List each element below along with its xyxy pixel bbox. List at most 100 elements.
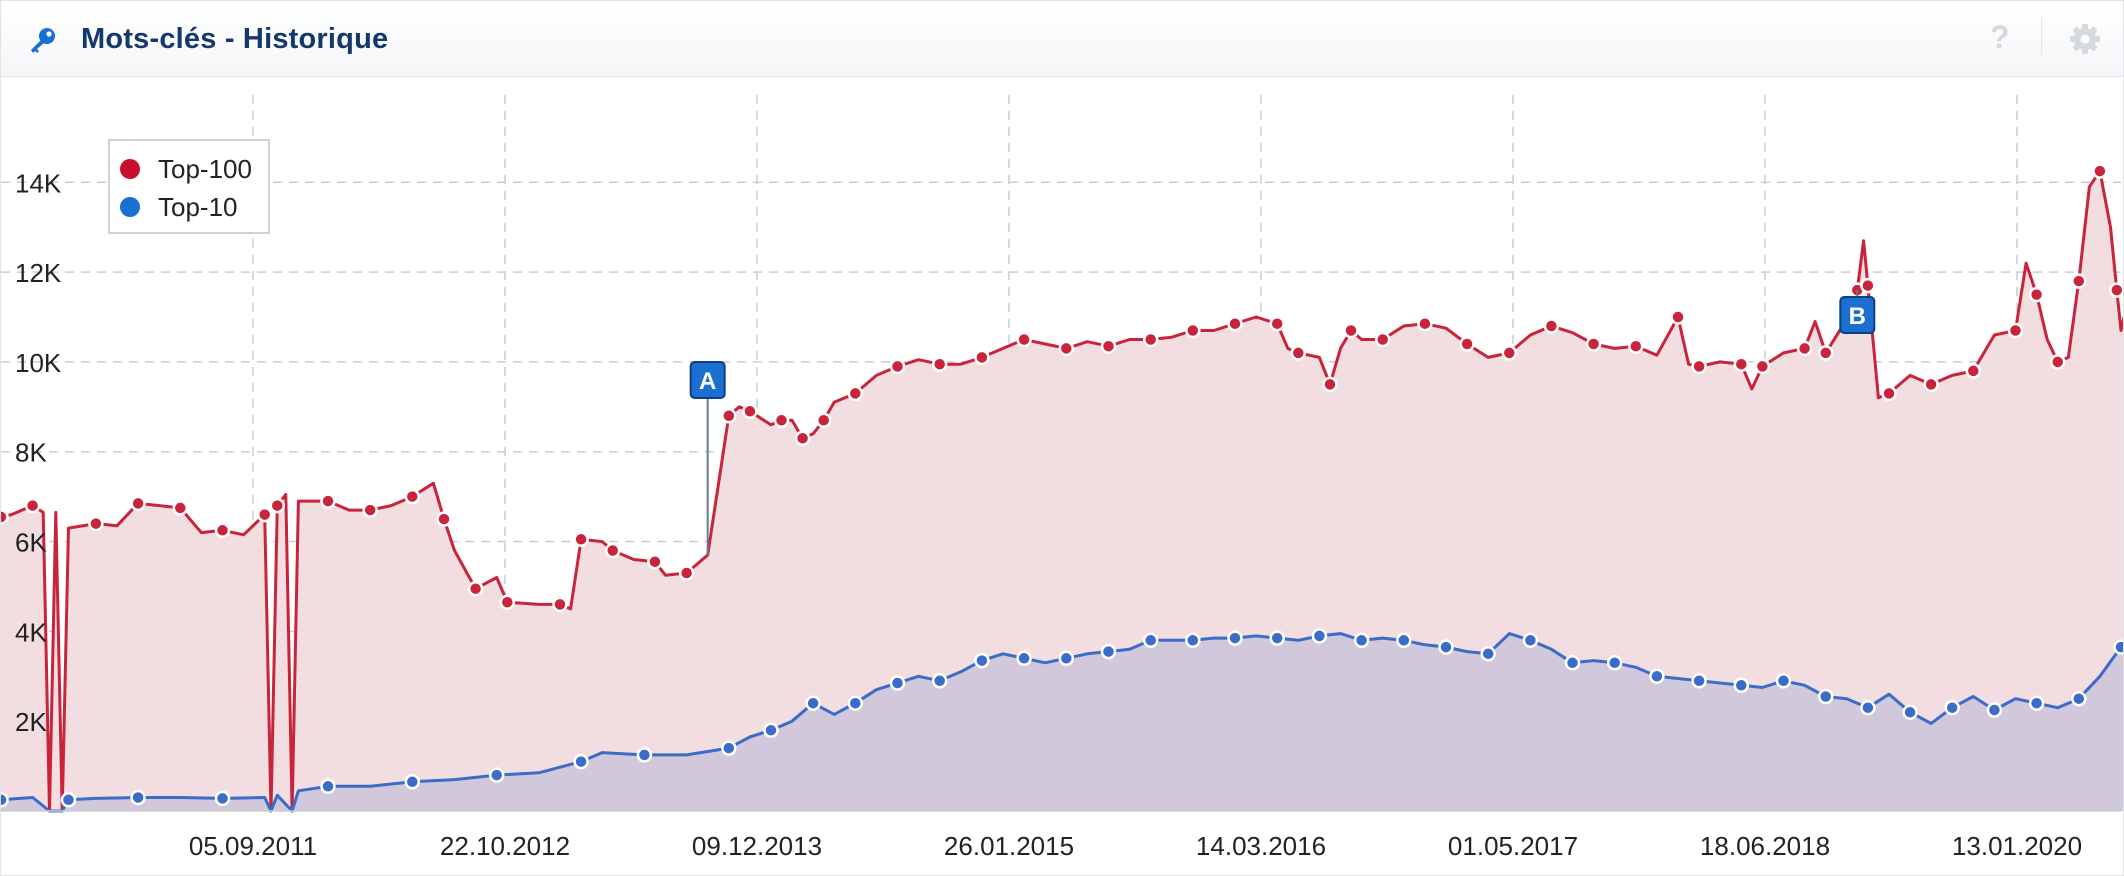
data-point-top-100[interactable] (362, 502, 378, 518)
legend-item-top-100[interactable]: Top-100 (120, 151, 252, 187)
data-point-top-10[interactable] (1185, 632, 1201, 649)
data-point-top-100[interactable] (1817, 345, 1834, 361)
data-point-top-100[interactable] (1058, 340, 1075, 357)
data-point-top-100[interactable] (1691, 358, 1707, 375)
data-point-top-10[interactable] (573, 753, 589, 770)
data-point-top-100[interactable] (1459, 336, 1475, 352)
data-point-top-100[interactable] (604, 542, 621, 559)
data-point-top-100[interactable] (974, 349, 990, 366)
data-point-top-100[interactable] (847, 385, 864, 402)
data-point-top-100[interactable] (794, 430, 811, 447)
data-point-top-100[interactable] (436, 511, 452, 527)
data-point-top-100[interactable] (2028, 286, 2045, 303)
data-point-top-100[interactable] (2092, 163, 2108, 179)
data-point-top-10[interactable] (1902, 704, 1918, 720)
data-point-top-100[interactable] (467, 580, 484, 597)
data-point-top-10[interactable] (1, 792, 9, 808)
data-point-top-100[interactable] (889, 358, 906, 375)
data-point-top-10[interactable] (488, 767, 505, 783)
data-point-top-10[interactable] (974, 652, 990, 669)
data-point-top-10[interactable] (1142, 632, 1159, 649)
data-point-top-10[interactable] (1944, 699, 1960, 716)
data-point-top-100[interactable] (320, 493, 336, 509)
data-point-top-10[interactable] (1606, 655, 1623, 671)
data-point-top-100[interactable] (1860, 277, 1876, 294)
data-point-top-10[interactable] (2028, 695, 2045, 711)
data-point-top-100[interactable] (815, 412, 832, 429)
data-point-top-100[interactable] (678, 565, 695, 581)
data-point-top-100[interactable] (2109, 282, 2123, 298)
data-point-top-100[interactable] (1417, 315, 1433, 332)
question-icon[interactable]: ? (1990, 19, 2010, 55)
data-point-top-100[interactable] (88, 515, 104, 532)
data-point-top-100[interactable] (1628, 338, 1644, 354)
data-point-top-100[interactable] (1543, 318, 1560, 334)
data-point-top-10[interactable] (1775, 673, 1792, 689)
data-point-top-10[interactable] (1016, 650, 1032, 667)
data-point-top-100[interactable] (1670, 309, 1686, 325)
legend-item-top-10[interactable]: Top-10 (120, 189, 238, 225)
gear-icon[interactable] (2069, 23, 2101, 55)
data-point-top-100[interactable] (1965, 363, 1982, 379)
annotation-flag[interactable] (1839, 296, 1876, 334)
data-point-top-100[interactable] (269, 497, 286, 514)
data-point-top-100[interactable] (1, 509, 9, 525)
data-point-top-100[interactable] (647, 554, 663, 570)
data-point-top-100[interactable] (499, 594, 516, 610)
data-point-top-10[interactable] (636, 747, 653, 763)
data-point-top-10[interactable] (847, 695, 864, 711)
data-point-top-10[interactable] (1311, 628, 1328, 644)
data-point-top-10[interactable] (763, 722, 779, 738)
data-point-top-10[interactable] (2071, 690, 2087, 707)
data-point-top-100[interactable] (256, 506, 273, 523)
data-point-top-100[interactable] (1016, 331, 1032, 348)
data-point-top-100[interactable] (1227, 315, 1243, 332)
data-point-top-10[interactable] (1100, 643, 1117, 660)
data-point-top-100[interactable] (1343, 322, 1359, 339)
data-point-top-100[interactable] (721, 408, 737, 424)
data-point-top-10[interactable] (1733, 677, 1750, 694)
data-point-top-10[interactable] (1986, 702, 2003, 718)
data-point-top-100[interactable] (1754, 358, 1771, 375)
data-point-top-10[interactable] (1269, 630, 1285, 646)
data-point-top-100[interactable] (773, 412, 790, 429)
data-point-top-10[interactable] (889, 675, 906, 691)
data-point-top-10[interactable] (404, 774, 421, 790)
data-point-top-100[interactable] (2071, 273, 2087, 289)
data-point-top-100[interactable] (24, 497, 41, 514)
data-point-top-100[interactable] (214, 522, 231, 539)
data-point-top-10[interactable] (721, 740, 737, 756)
data-point-top-100[interactable] (1185, 322, 1201, 339)
data-point-top-100[interactable] (1881, 385, 1897, 402)
data-point-top-10[interactable] (1438, 639, 1454, 655)
data-point-top-10[interactable] (320, 778, 336, 795)
data-point-top-100[interactable] (742, 403, 758, 420)
data-point-top-100[interactable] (1585, 336, 1602, 352)
data-point-top-100[interactable] (552, 596, 568, 613)
data-point-top-100[interactable] (172, 500, 189, 516)
data-point-top-10[interactable] (1227, 630, 1243, 646)
data-point-top-10[interactable] (1691, 673, 1707, 689)
data-point-top-10[interactable] (214, 790, 231, 807)
data-point-top-10[interactable] (1817, 688, 1834, 705)
data-point-top-100[interactable] (1322, 376, 1338, 393)
data-point-top-10[interactable] (931, 673, 948, 689)
data-point-top-100[interactable] (130, 495, 146, 512)
data-point-top-10[interactable] (1564, 655, 1581, 671)
data-point-top-100[interactable] (573, 531, 589, 548)
data-point-top-10[interactable] (1522, 632, 1539, 649)
data-point-top-100[interactable] (1100, 338, 1117, 354)
data-point-top-100[interactable] (1290, 345, 1307, 361)
data-point-top-100[interactable] (1733, 356, 1750, 372)
data-point-top-100[interactable] (931, 356, 948, 372)
data-point-top-10[interactable] (60, 792, 77, 808)
data-point-top-100[interactable] (1374, 331, 1391, 348)
data-point-top-10[interactable] (2113, 639, 2124, 655)
data-point-top-100[interactable] (2007, 322, 2024, 339)
data-point-top-10[interactable] (1058, 650, 1075, 667)
data-point-top-100[interactable] (2049, 354, 2066, 370)
data-point-top-100[interactable] (1269, 315, 1285, 332)
data-point-top-10[interactable] (1396, 632, 1412, 649)
data-point-top-10[interactable] (1860, 699, 1876, 716)
data-point-top-10[interactable] (1649, 668, 1665, 685)
